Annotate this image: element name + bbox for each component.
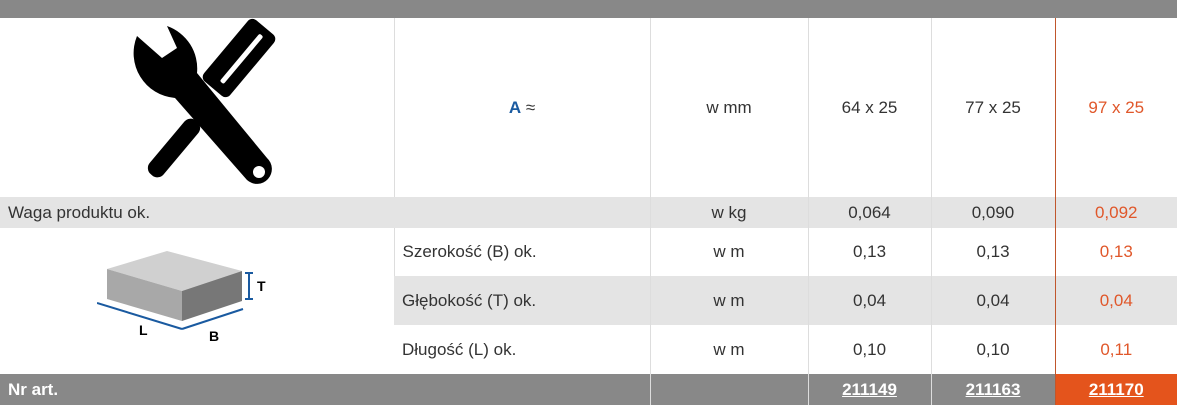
unit: w m <box>649 228 808 276</box>
dimension-a-label: A ≈ <box>393 18 650 197</box>
length-label: Długość (L) ok. <box>402 339 517 359</box>
article-cell: 211163 <box>930 374 1055 405</box>
value: 0,13 <box>1054 228 1177 276</box>
weight-label: Waga produktu ok. <box>0 197 650 228</box>
value: 0,10 <box>807 325 931 374</box>
size-1: 64 x 25 <box>807 18 931 197</box>
depth-label: Głębokość (T) ok. <box>394 276 650 325</box>
box-diagram: L B T <box>0 228 394 374</box>
value: 0,04 <box>807 276 931 325</box>
size-3: 97 x 25 <box>1054 18 1177 197</box>
depth-row: Głębokość (T) ok. w m 0,04 0,04 0,04 <box>0 276 1177 325</box>
unit: w m <box>649 325 808 374</box>
article-link[interactable]: 211149 <box>842 379 897 399</box>
weight-value: 0,090 <box>930 197 1055 228</box>
width-row: L B T Szerokość (B) ok. w m 0,13 0,13 0,… <box>0 228 1177 344</box>
article-link[interactable]: 211170 <box>1088 379 1144 399</box>
wrench-screwdriver-icon <box>133 18 276 184</box>
value: 0,11 <box>1054 325 1177 374</box>
weight-row: Waga produktu ok. w kg 0,064 0,090 0,092 <box>0 197 1177 228</box>
top-bar <box>0 0 1177 18</box>
weight-unit: w kg <box>649 197 808 228</box>
tools-image <box>0 18 394 197</box>
empty-cell <box>649 374 808 405</box>
size-2: 77 x 25 <box>930 18 1055 197</box>
length-row: Długość (L) ok. w m 0,10 0,10 0,11 <box>0 325 1177 374</box>
value: 0,13 <box>807 228 931 276</box>
article-label: Nr art. <box>0 374 650 405</box>
unit-mm: w mm <box>649 18 808 197</box>
value: 0,10 <box>930 325 1055 374</box>
value: 0,04 <box>930 276 1055 325</box>
header-row: A ≈ w mm 64 x 25 77 x 25 97 x 25 <box>0 18 1177 197</box>
l-label: L <box>139 322 148 338</box>
article-link[interactable]: 211163 <box>965 379 1021 399</box>
unit: w m <box>649 276 808 325</box>
value: 0,04 <box>1054 276 1177 325</box>
t-label: T <box>257 278 266 294</box>
article-row: Nr art. 211149 211163 211170 <box>0 374 1177 405</box>
box-dimensions-icon: L B T <box>96 250 266 344</box>
width-label: Szerokość (B) ok. <box>393 228 650 276</box>
article-cell: 211170 <box>1054 374 1177 405</box>
b-label: B <box>209 328 219 344</box>
weight-value: 0,092 <box>1054 197 1177 228</box>
weight-value: 0,064 <box>807 197 931 228</box>
approx-sign: ≈ <box>525 97 536 117</box>
value: 0,13 <box>930 228 1055 276</box>
a-label: A <box>508 97 522 117</box>
article-cell: 211149 <box>807 374 931 405</box>
